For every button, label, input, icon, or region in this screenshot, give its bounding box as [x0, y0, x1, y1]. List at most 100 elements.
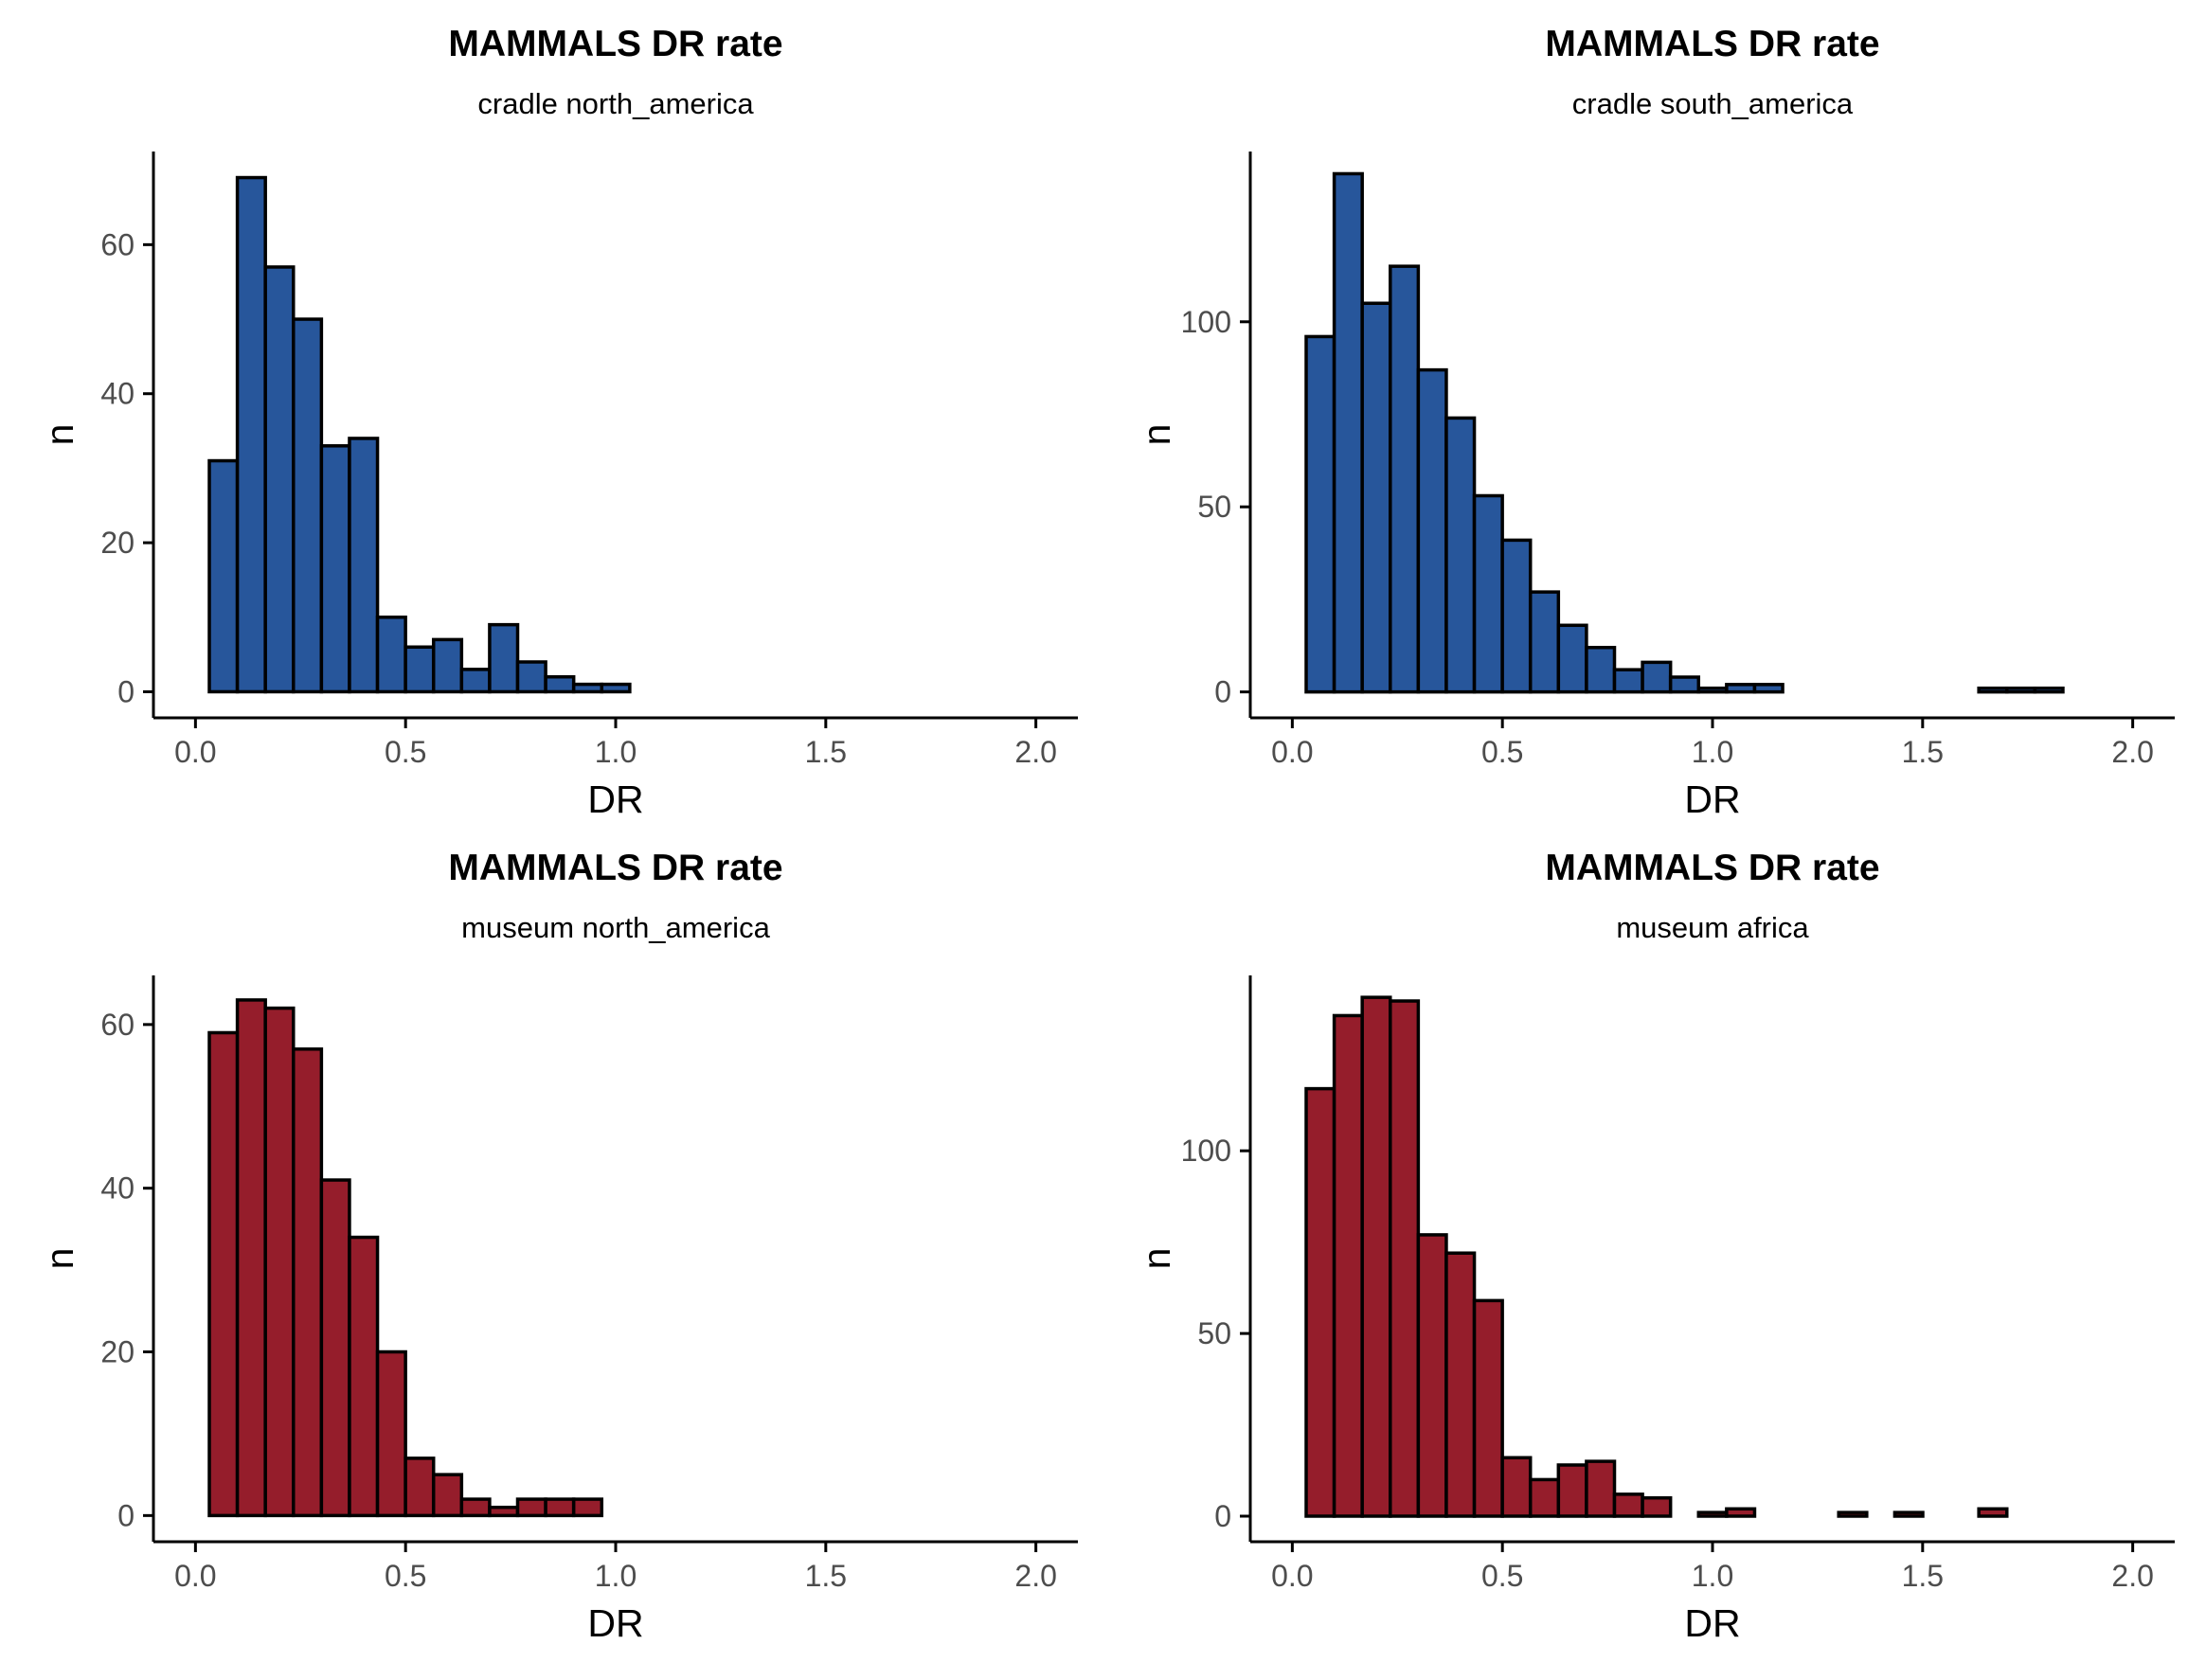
histogram-bar — [1416, 1233, 1448, 1518]
histogram-bar — [263, 265, 296, 694]
histogram-bar — [1304, 334, 1336, 694]
histogram-bar — [1360, 301, 1392, 694]
histogram-bar — [319, 1178, 351, 1518]
histogram-bar — [1360, 995, 1392, 1518]
histogram-bar — [1556, 1463, 1588, 1518]
x-axis-label: DR — [587, 777, 643, 821]
x-tick-label: 2.0 — [1014, 735, 1056, 769]
x-tick-label: 0.0 — [174, 1559, 216, 1593]
histogram-bar — [1612, 1492, 1644, 1518]
histogram-bar — [515, 1497, 547, 1518]
histogram-bar — [1696, 1510, 1729, 1518]
x-axis-label: DR — [1684, 777, 1740, 821]
histogram-bar — [207, 1030, 240, 1518]
chart-panel-1: MAMMALS DR rate cradle north_america 0.0 0.… — [38, 24, 1078, 821]
chart-title: MAMMALS DR rate — [1545, 848, 1879, 888]
histogram-bar — [1752, 683, 1785, 694]
chart-subtitle: museum north_america — [461, 911, 770, 944]
histogram-bar — [1500, 538, 1533, 694]
x-tick-label: 0.0 — [1271, 735, 1313, 769]
x-axis-label: DR — [587, 1601, 643, 1645]
histogram-bar — [1977, 1507, 2009, 1518]
y-tick-label: 20 — [100, 1335, 135, 1369]
histogram-bar — [1585, 1459, 1617, 1518]
histogram-bar — [1892, 1510, 1925, 1518]
histogram-bar — [1389, 999, 1421, 1518]
x-tick-label: 1.5 — [1902, 735, 1944, 769]
y-axis-label: n — [1135, 1248, 1178, 1270]
histogram-bar — [544, 674, 576, 694]
chart-subtitle: cradle north_america — [477, 87, 754, 120]
y-tick-label: 50 — [1197, 1316, 1231, 1350]
histogram-bar — [1585, 645, 1617, 694]
x-tick-label: 1.5 — [805, 735, 847, 769]
histogram-bar — [348, 437, 380, 694]
histogram-bar — [571, 1497, 604, 1518]
histogram-bar — [404, 1457, 436, 1518]
x-tick-label: 0.5 — [1481, 735, 1523, 769]
chart-panel-2: MAMMALS DR rate cradle south_america 0.0 0.… — [1135, 24, 2175, 821]
histogram-bar — [1444, 416, 1477, 694]
histogram-bar — [1556, 623, 1588, 694]
chart-title: MAMMALS DR rate — [448, 848, 782, 888]
chart-subtitle: cradle south_america — [1572, 87, 1854, 120]
histogram-bar — [1500, 1456, 1533, 1518]
y-tick-label: 100 — [1181, 1134, 1231, 1168]
bars — [207, 998, 604, 1518]
y-tick-label: 50 — [1197, 490, 1231, 524]
histogram-bar — [431, 1473, 464, 1518]
x-tick-label: 2.0 — [1014, 1559, 1056, 1593]
x-tick-label: 1.5 — [805, 1559, 847, 1593]
histogram-bar — [571, 682, 604, 694]
histogram-bar — [544, 1497, 576, 1518]
x-tick-label: 2.0 — [2111, 735, 2153, 769]
histogram-bar — [1332, 171, 1364, 694]
x-tick-label: 0.5 — [1481, 1559, 1523, 1593]
histogram-bar — [1725, 1507, 1757, 1518]
chart-title: MAMMALS DR rate — [448, 24, 782, 64]
histogram-bar — [600, 682, 632, 694]
x-tick-label: 0.5 — [385, 735, 426, 769]
x-tick-label: 1.5 — [1902, 1559, 1944, 1593]
chart-panel-3: MAMMALS DR rate museum north_america 0.0 0.… — [38, 848, 1078, 1645]
histogram-bar — [2005, 686, 2037, 694]
histogram-bar — [404, 645, 436, 694]
histogram-bar — [459, 668, 492, 694]
histogram-bar — [431, 637, 464, 694]
histogram-bar — [1332, 1013, 1364, 1518]
bars — [1304, 995, 2009, 1518]
histogram-bar — [292, 317, 324, 694]
histogram-bar — [1837, 1510, 1869, 1518]
chart-subtitle: museum africa — [1616, 911, 1809, 944]
y-tick-label: 40 — [100, 1171, 135, 1206]
y-tick-label: 0 — [1214, 1499, 1231, 1533]
y-tick-label: 40 — [100, 377, 135, 411]
histogram-bar — [348, 1235, 380, 1518]
histogram-bar — [515, 660, 547, 694]
histogram-bar — [2033, 686, 2065, 694]
x-tick-label: 1.0 — [1692, 1559, 1733, 1593]
y-axis-label: n — [1135, 424, 1178, 446]
x-tick-label: 1.0 — [595, 735, 637, 769]
histogram-bar — [1612, 668, 1644, 694]
x-tick-label: 0.0 — [174, 735, 216, 769]
histogram-bar — [263, 1006, 296, 1518]
y-axis-label: n — [38, 1248, 81, 1270]
histogram-bar — [1444, 1251, 1477, 1518]
histogram-bar — [1528, 590, 1561, 694]
histogram-bar — [1977, 686, 2009, 694]
histogram-bar — [1416, 367, 1448, 694]
histogram-bar — [1668, 675, 1701, 694]
histogram-bar — [1472, 1298, 1504, 1518]
histogram-bar — [1641, 660, 1673, 694]
y-tick-label: 0 — [1214, 675, 1231, 709]
y-tick-label: 0 — [117, 1498, 135, 1532]
y-tick-label: 20 — [100, 526, 135, 560]
histogram-bar — [375, 616, 407, 694]
bars — [1304, 171, 2065, 694]
x-tick-label: 1.0 — [595, 1559, 637, 1593]
y-tick-label: 60 — [100, 1008, 135, 1042]
histogram-bar — [1528, 1477, 1561, 1518]
histogram-bar — [1304, 1086, 1336, 1518]
histogram-bar — [235, 175, 267, 694]
